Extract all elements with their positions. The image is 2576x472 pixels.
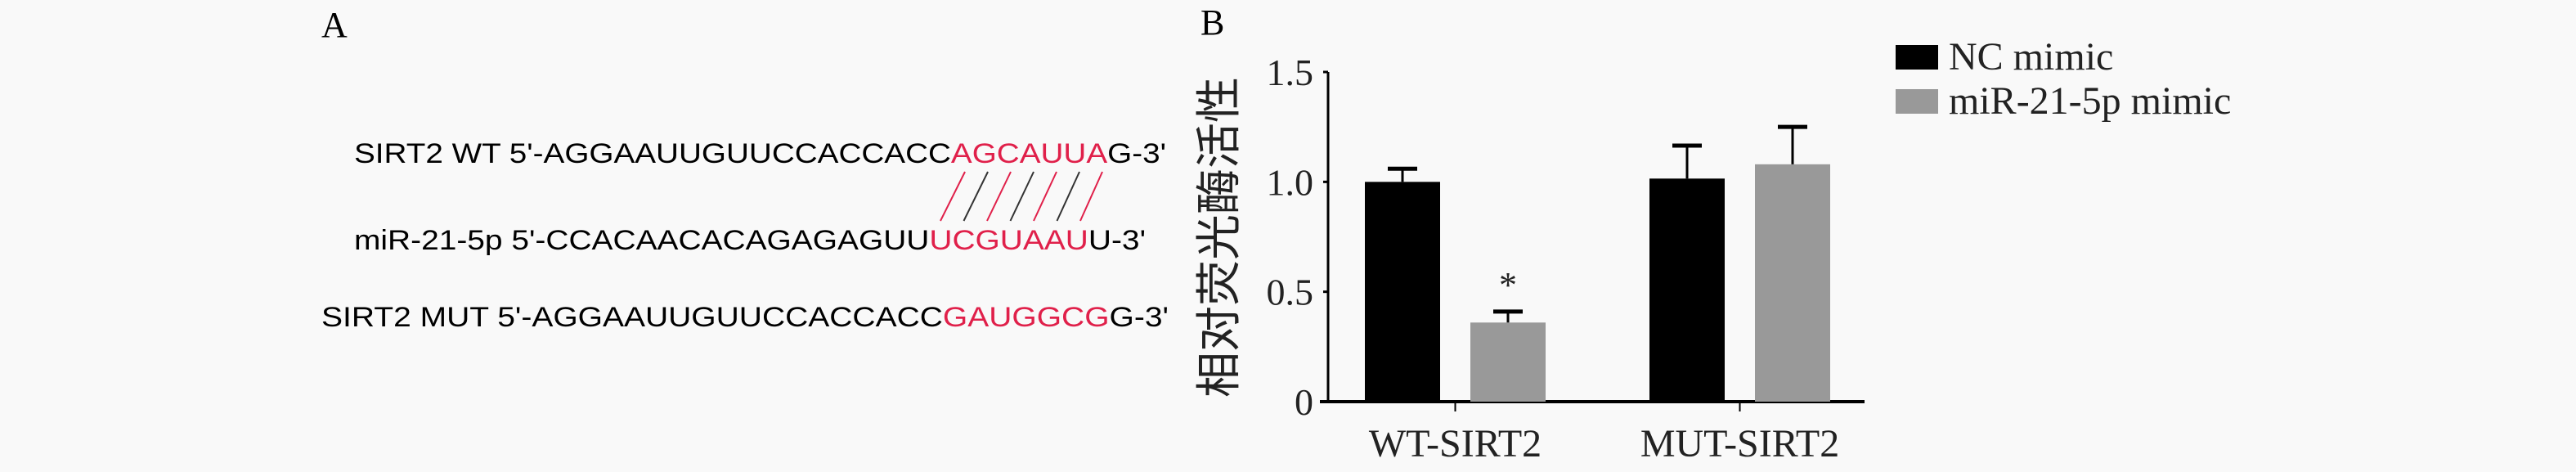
panel-b-label: B xyxy=(1200,2,1224,43)
seq-suffix: U-3' xyxy=(1088,225,1146,256)
pairing-line xyxy=(1033,171,1057,222)
pairing-line xyxy=(963,171,989,222)
x-tick-label: WT-SIRT2 xyxy=(1369,422,1542,465)
legend-label: NC mimic xyxy=(1949,35,2113,79)
y-tick-label: 1.0 xyxy=(1267,161,1314,203)
base-pairing-lines xyxy=(940,171,1103,222)
panel-a: A SIRT2 WT 5'-AGGAAUUGUUCCACCACC AGCAUUA G… xyxy=(321,5,1169,333)
x-tick-label: MUT-SIRT2 xyxy=(1640,422,1839,465)
bar-nc-mimic xyxy=(1365,182,1440,402)
panel-b: B 0 0.5 1.0 1.5 相对荧光酶活性 WT-SIRT2 MUT-SIRT2 * NC … xyxy=(1195,2,2231,465)
legend-swatch xyxy=(1896,89,1938,114)
seq-prefix: SIRT2 WT 5'-AGGAAUUGUUCCACCACC xyxy=(354,138,951,169)
y-axis-label: 相对荧光酶活性 xyxy=(1195,77,1245,398)
y-tick-label: 1.5 xyxy=(1267,52,1314,93)
significance-marker: * xyxy=(1499,265,1517,305)
seq-seed-region: UCGUAAU xyxy=(929,225,1088,256)
legend-swatch xyxy=(1896,45,1938,70)
seq-suffix: G-3' xyxy=(1107,138,1166,169)
panel-a-label: A xyxy=(321,5,348,45)
bar-nc-mimic xyxy=(1649,178,1725,402)
bar-mir-21-5p-mimic xyxy=(1755,164,1830,402)
legend-label: miR-21-5p mimic xyxy=(1949,79,2231,123)
seq-prefix: SIRT2 MUT 5'-AGGAAUUGUUCCACCACC xyxy=(321,302,943,333)
bar-mir-21-5p-mimic xyxy=(1470,322,1546,402)
sirt2-mut-sequence: SIRT2 MUT 5'-AGGAAUUGUUCCACCACC GAUGGCG G-… xyxy=(321,302,1169,333)
pairing-line xyxy=(1079,171,1103,222)
seq-prefix: miR-21-5p 5'-CCACAACACAGAGAGUU xyxy=(354,225,929,256)
sirt2-wt-sequence: SIRT2 WT 5'-AGGAAUUGUUCCACCACC AGCAUUA G-3… xyxy=(354,138,1166,169)
pairing-line xyxy=(940,171,966,222)
seq-mutated-site: GAUGGCG xyxy=(943,302,1110,333)
bar-chart: 0 0.5 1.0 1.5 相对荧光酶活性 WT-SIRT2 MUT-SIRT2 * NC mi… xyxy=(1195,35,2231,465)
seq-suffix: G-3' xyxy=(1110,302,1169,333)
mir-21-5p-sequence: miR-21-5p 5'-CCACAACACAGAGAGUU UCGUAAU U-3… xyxy=(354,225,1146,256)
pairing-line xyxy=(1009,171,1034,222)
pairing-line xyxy=(1056,171,1080,222)
y-tick-label: 0.5 xyxy=(1267,272,1314,313)
y-tick-label: 0 xyxy=(1295,381,1313,423)
pairing-line xyxy=(986,171,1012,222)
seq-binding-site: AGCAUUA xyxy=(951,138,1108,169)
